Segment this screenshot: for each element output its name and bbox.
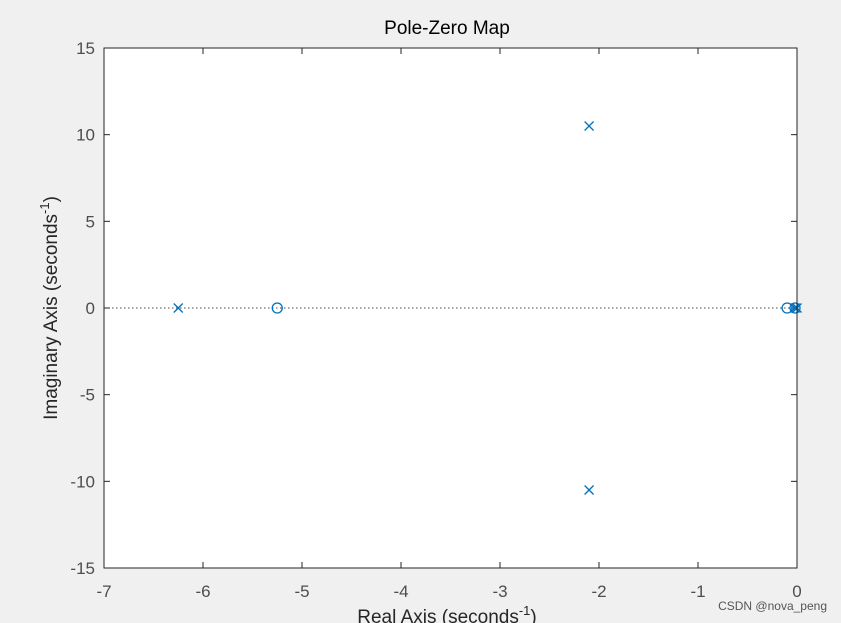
zero-marker (271, 302, 283, 314)
y-tick-label: 5 (86, 212, 95, 231)
pole-stroke (584, 485, 595, 495)
x-tick-label: -4 (393, 582, 408, 601)
x-tick-label: -7 (96, 582, 111, 601)
pole-marker (584, 485, 595, 495)
pole-stroke (584, 121, 595, 131)
x-tick-label: -5 (294, 582, 309, 601)
x-tick-label: -1 (690, 582, 705, 601)
watermark: CSDN @nova_peng (718, 599, 827, 613)
y-tick-label: -5 (80, 386, 95, 405)
data-markers (173, 121, 802, 495)
y-tick-label: -10 (70, 472, 95, 491)
pole-stroke (790, 303, 800, 313)
y-tick-label: 0 (86, 299, 95, 318)
x-axis-label: Real Axis (seconds-1) (357, 603, 536, 623)
y-tick-label: 15 (76, 39, 95, 58)
x-tick-label: 0 (792, 582, 801, 601)
pole-marker (584, 121, 595, 131)
y-tick-label: 10 (76, 126, 95, 145)
pole-marker (790, 303, 800, 313)
axes-box (103, 47, 798, 569)
pole-marker (173, 303, 184, 313)
y-axis-label: Imaginary Axis (seconds-1) (37, 196, 62, 420)
zero-marker (781, 302, 793, 314)
x-tick-label: -3 (492, 582, 507, 601)
pole-stroke (173, 303, 184, 313)
x-tick-label: -6 (195, 582, 210, 601)
chart-title: Pole-Zero Map (384, 18, 510, 39)
y-tick-label: -15 (70, 559, 95, 578)
zero-marker (789, 302, 801, 314)
x-tick-label: -2 (591, 582, 606, 601)
